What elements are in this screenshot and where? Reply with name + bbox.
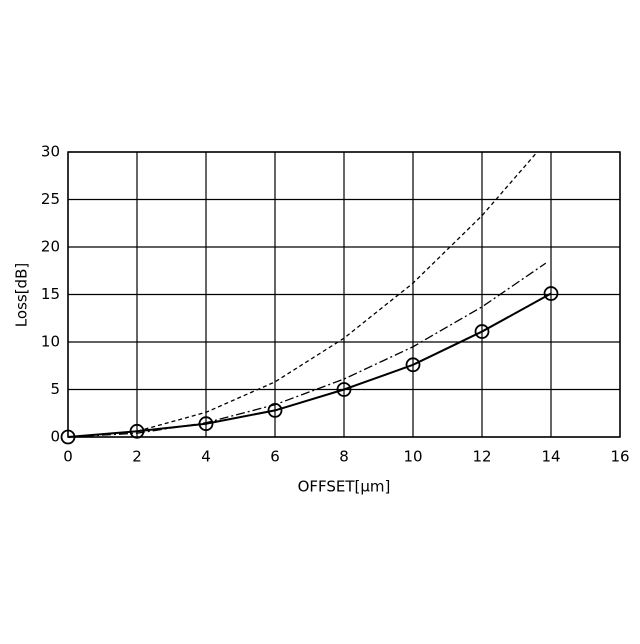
x-tick-label: 6 (270, 448, 280, 466)
x-tick-label: 12 (472, 448, 491, 466)
chart: OFFSET[μm] Loss[dB] 0 2 4 6 8 10 12 14 16 0 5 10 15 2… (0, 0, 640, 640)
y-tick-label: 25 (41, 190, 60, 208)
y-axis-label: Loss[dB] (13, 263, 31, 327)
x-tick-label: 14 (541, 448, 560, 466)
y-tick-label: 20 (41, 238, 60, 256)
y-tick-label: 5 (50, 380, 60, 398)
series-line (68, 294, 551, 437)
x-tick-label: 0 (63, 448, 73, 466)
series-line (68, 263, 546, 437)
y-tick-label: 0 (50, 428, 60, 446)
x-tick-label: 8 (339, 448, 349, 466)
x-tick-label: 10 (403, 448, 422, 466)
x-axis-label: OFFSET[μm] (298, 478, 391, 496)
y-tick-label: 10 (41, 333, 60, 351)
x-tick-label: 4 (201, 448, 211, 466)
x-tick-label: 16 (610, 448, 629, 466)
x-tick-label: 2 (132, 448, 142, 466)
y-tick-label: 30 (41, 143, 60, 161)
y-tick-label: 15 (41, 285, 60, 303)
